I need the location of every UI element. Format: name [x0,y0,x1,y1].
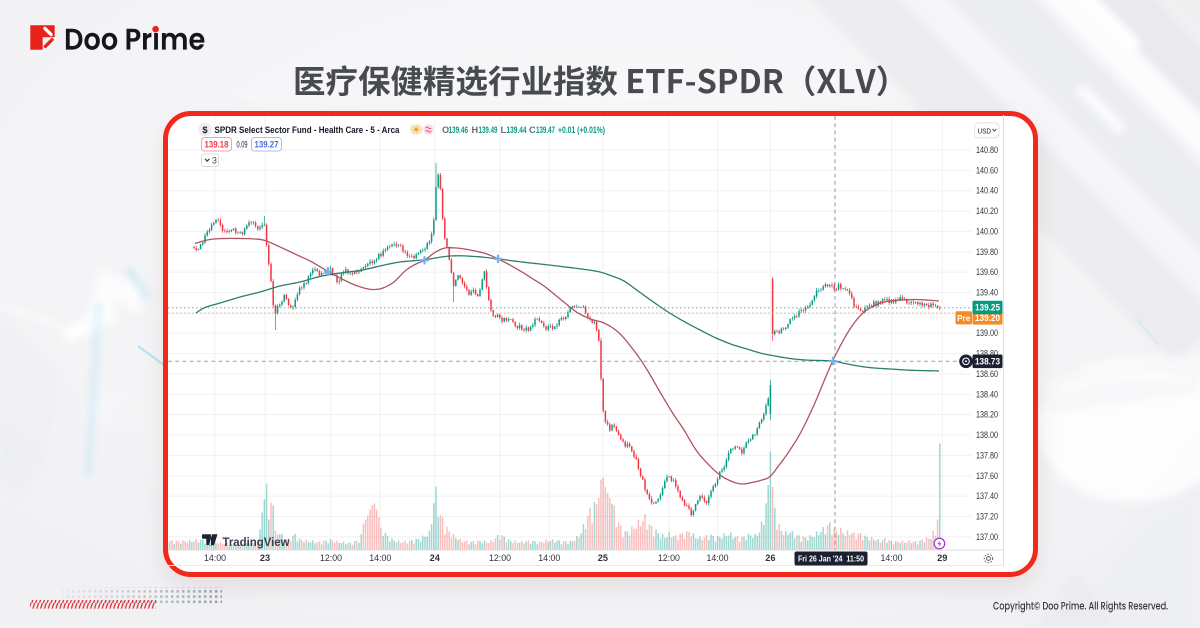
svg-text:+0.01 (+0.01%): +0.01 (+0.01%) [558,125,605,135]
svg-text:138.20: 138.20 [976,410,998,420]
svg-text:139.47: 139.47 [536,125,555,135]
svg-text:SPDR Select Sector Fund - Heal: SPDR Select Sector Fund - Health Care - … [215,125,401,136]
svg-text:29: 29 [937,553,947,563]
svg-text:12:00: 12:00 [489,553,511,563]
svg-text:L: L [501,125,507,135]
svg-text:12:00: 12:00 [320,553,342,563]
svg-text:137.60: 137.60 [976,471,998,481]
svg-text:139.40: 139.40 [976,288,998,298]
svg-text:140.00: 140.00 [976,226,998,236]
svg-text:137.20: 137.20 [976,511,998,521]
svg-text:26: 26 [765,553,775,563]
svg-text:Pre: Pre [957,314,971,323]
svg-text:140.60: 140.60 [976,165,998,175]
svg-text:139.49: 139.49 [479,125,498,135]
svg-text:O: O [442,125,449,135]
svg-text:139.27: 139.27 [255,140,279,150]
svg-text:USD: USD [978,127,992,136]
svg-text:14:00: 14:00 [369,553,391,563]
svg-text:139.46: 139.46 [449,125,469,135]
svg-text:138.80: 138.80 [976,349,998,359]
svg-text:140.80: 140.80 [976,145,998,155]
svg-text:139.18: 139.18 [205,140,229,150]
svg-text:0.09: 0.09 [237,140,248,150]
svg-text:138.00: 138.00 [976,430,998,440]
svg-text:14:00: 14:00 [881,553,903,563]
svg-text:138.60: 138.60 [976,369,998,379]
svg-text:25: 25 [598,553,608,563]
svg-text:139.25: 139.25 [975,303,1000,313]
svg-text:Fri 26 Jan '24 11:50: Fri 26 Jan '24 11:50 [798,553,864,563]
svg-text:23: 23 [260,553,270,563]
svg-text:H: H [472,125,479,135]
svg-text:140.40: 140.40 [976,186,998,196]
svg-text:3: 3 [212,156,217,166]
svg-text:139.20: 139.20 [975,313,1000,323]
svg-text:139.80: 139.80 [976,247,998,257]
svg-text:137.00: 137.00 [976,532,998,542]
svg-text:14:00: 14:00 [538,553,560,563]
svg-text:14:00: 14:00 [204,553,226,563]
svg-text:138.73: 138.73 [975,357,1000,367]
svg-text:137.40: 137.40 [976,491,998,501]
svg-text:C: C [529,125,536,135]
svg-text:139.00: 139.00 [976,328,998,338]
svg-text:137.80: 137.80 [976,450,998,460]
svg-text:TradingView: TradingView [223,535,291,549]
svg-text:139.60: 139.60 [976,267,998,277]
svg-text:140.20: 140.20 [976,206,998,216]
svg-text:14:00: 14:00 [707,553,729,563]
svg-text:$: $ [202,124,208,135]
svg-text:138.40: 138.40 [976,389,998,399]
svg-text:24: 24 [430,553,441,563]
svg-text:12:00: 12:00 [658,553,680,563]
svg-text:139.44: 139.44 [507,125,528,135]
